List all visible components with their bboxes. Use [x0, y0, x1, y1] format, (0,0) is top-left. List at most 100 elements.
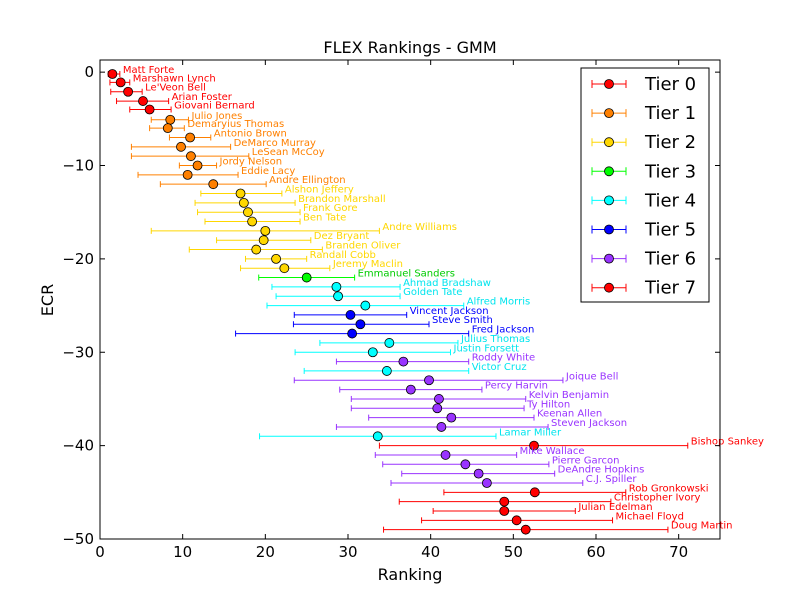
player-point-group: Julio Jones: [150, 111, 242, 125]
data-point: [138, 96, 148, 106]
player-point-group: Marshawn Lynch: [109, 73, 216, 88]
data-point: [271, 253, 281, 264]
player-point-group: LeSean McCoy: [130, 147, 325, 162]
player-point-group: Randall Cobb: [244, 250, 376, 264]
player-label: Frank Gore: [303, 203, 357, 214]
player-label: Le'Veon Bell: [145, 83, 206, 94]
player-label: Roddy White: [472, 353, 536, 364]
data-point: [360, 300, 371, 311]
player-point-group: Branden Oliver: [188, 241, 401, 255]
player-point-group: Antonio Brown: [168, 128, 287, 143]
player-label: Andre Williams: [382, 222, 457, 233]
legend-marker: [604, 166, 614, 177]
player-point-group: Justin Forsett: [294, 343, 519, 358]
player-label: Pierre Garcon: [552, 455, 620, 466]
player-label: Victor Cruz: [472, 362, 527, 373]
player-label: Branden Oliver: [325, 241, 401, 252]
data-point: [115, 77, 126, 88]
legend-label: Tier 3: [644, 161, 696, 182]
player-point-group: Le'Veon Bell: [110, 83, 206, 97]
player-point-group: Jordy Nelson: [178, 157, 282, 171]
player-label: Doug Martin: [671, 521, 733, 532]
player-label: Joique Bell: [565, 371, 618, 382]
data-point: [247, 216, 258, 227]
y-tick-label: −10: [62, 157, 94, 175]
legend-marker: [604, 253, 614, 264]
player-label: Andre Ellington: [269, 175, 345, 186]
player-point-group: Golden Tate: [275, 287, 462, 302]
data-point: [460, 459, 471, 470]
player-label: Fred Jackson: [472, 325, 535, 336]
player-label: Julius Thomas: [460, 334, 530, 345]
player-label: Alfred Morris: [467, 297, 531, 308]
data-point: [499, 496, 510, 507]
data-point: [481, 478, 492, 488]
player-point-group: DeMarco Murray: [130, 138, 316, 152]
data-point: [398, 356, 409, 367]
data-point: [208, 179, 219, 190]
data-point: [107, 69, 118, 79]
player-label: Lamar Miller: [499, 427, 562, 438]
legend-entry: Tier 3: [591, 161, 696, 182]
player-label: Steven Jackson: [551, 418, 627, 429]
player-label: Ahmad Bradshaw: [403, 278, 491, 289]
legend-entry: Tier 7: [591, 278, 696, 299]
player-point-group: Ben Tate: [204, 213, 346, 227]
player-point-group: Matt Forte: [107, 65, 174, 79]
legend-label: Tier 1: [644, 103, 696, 124]
player-point-group: Kelvin Benjamin: [350, 390, 609, 404]
player-label: Brandon Marshall: [298, 194, 386, 205]
player-point-group: Julian Edelman: [432, 502, 653, 516]
data-point: [345, 310, 356, 320]
player-point-group: Roddy White: [335, 353, 536, 367]
player-point-group: Dez Bryant: [216, 231, 370, 246]
data-point: [381, 366, 392, 376]
player-label: Julian Edelman: [577, 502, 652, 513]
y-tick-label: −40: [62, 437, 94, 455]
player-label: Julio Jones: [190, 111, 242, 122]
player-label: Mike Wallace: [520, 446, 585, 457]
y-tick-label: −30: [62, 343, 94, 361]
player-point-group: DeAndre Hopkins: [401, 465, 645, 479]
data-point: [436, 422, 447, 432]
data-point: [331, 281, 342, 292]
player-label: DeMarco Murray: [234, 138, 316, 149]
data-point: [440, 450, 451, 460]
data-point: [424, 375, 434, 386]
y-tick-label: −50: [62, 530, 94, 548]
player-point-group: Andre Ellington: [159, 175, 346, 190]
data-point: [432, 403, 443, 414]
player-label: Vincent Jackson: [410, 306, 489, 317]
player-point-group: Percy Harvin: [339, 381, 548, 395]
data-point: [123, 86, 134, 97]
data-point: [499, 506, 510, 516]
data-point: [238, 197, 249, 208]
player-point-group: Christopher Ivory: [398, 493, 701, 507]
player-label: Golden Tate: [403, 287, 462, 298]
player-point-group: Giovani Bernard: [129, 100, 255, 115]
data-point: [165, 114, 176, 125]
data-point: [511, 515, 522, 526]
player-label: Demaryius Thomas: [187, 119, 284, 130]
player-point-group: Vincent Jackson: [293, 306, 489, 320]
legend-label: Tier 4: [644, 190, 696, 211]
player-point-group: Mike Wallace: [374, 446, 585, 460]
player-point-group: Rob Gronkowski: [443, 483, 709, 498]
data-point: [372, 431, 383, 442]
player-label: Emmanuel Sanders: [358, 269, 455, 280]
player-label: Randall Cobb: [310, 250, 376, 261]
player-label: Keenan Allen: [537, 409, 602, 420]
data-point: [301, 272, 312, 283]
data-point: [235, 188, 246, 199]
data-point: [258, 235, 269, 246]
player-point-group: Keenan Allen: [368, 409, 602, 423]
data-point: [251, 244, 262, 255]
player-point-group: Victor Cruz: [303, 362, 527, 376]
data-point: [520, 524, 531, 535]
player-label: DeAndre Hopkins: [558, 465, 645, 476]
legend: Tier 0 Tier 1 Tier 2 Tier 3 Tier 4 Tier 5 Tier…: [580, 67, 710, 303]
player-point-group: Doug Martin: [383, 521, 733, 535]
data-point: [405, 384, 416, 395]
player-label: Dez Bryant: [314, 231, 370, 242]
